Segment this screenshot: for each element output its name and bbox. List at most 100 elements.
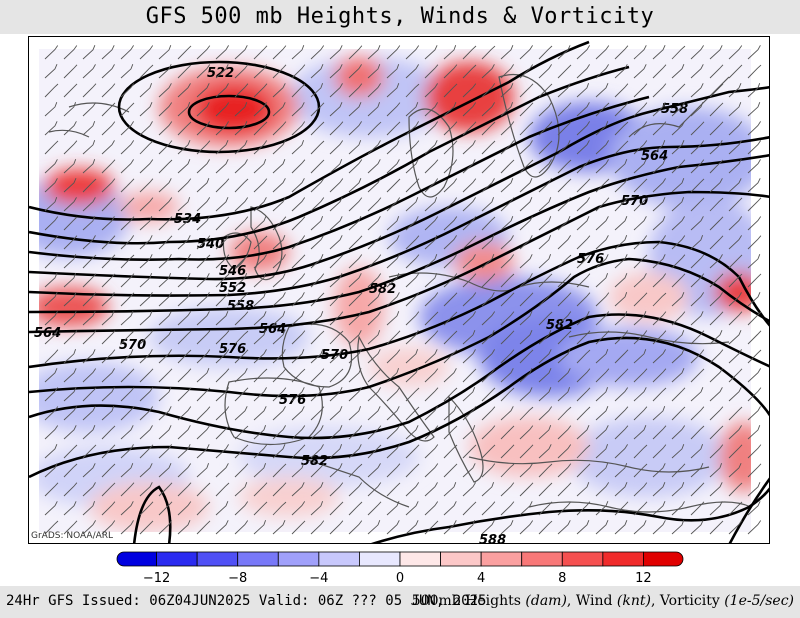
wind-barb [272,197,286,212]
wind-barb [310,254,324,269]
wind-barb [557,159,572,174]
wind-barb [291,64,306,79]
wind-barb [462,254,476,269]
wind-barb [196,330,211,345]
wind-barb [367,444,382,459]
wind-barb [310,178,325,193]
wind-barb [101,501,116,516]
wind-barb [329,254,344,269]
wind-barb [728,45,743,60]
wind-barb [671,330,685,345]
wind-barb [120,349,134,364]
wind-barb [215,444,229,459]
wind-barb [386,102,401,117]
wind-barb [443,254,457,269]
wind-barb [652,254,666,269]
wind-barb [557,387,571,402]
wind-barb [310,349,324,364]
wind-barb [215,330,230,345]
wind-barb [424,330,439,345]
wind-barb [158,425,172,440]
wind-barbs [44,45,762,535]
wind-barb [310,501,324,516]
wind-barb [728,482,743,497]
wind-barb [462,520,476,535]
wind-barb [63,368,77,383]
wind-barb [196,83,210,98]
wind-barb [158,273,172,288]
wind-barb [728,444,743,459]
wind-barb [728,520,743,535]
wind-barb [424,254,438,269]
wind-barb [671,311,686,326]
wind-barb [291,311,305,326]
wind-barb [158,311,172,326]
wind-barb [310,273,325,288]
wind-barb [139,254,153,269]
wind-barb [576,64,590,79]
wind-barb [728,140,742,155]
colorbar-tick-label: −8 [228,571,247,584]
wind-barb [405,216,419,231]
wind-barb [253,482,268,497]
wind-barb [158,368,173,383]
wind-barb [386,425,401,440]
wind-barb [557,102,572,117]
wind-barb [101,425,116,440]
wind-barb [405,140,420,155]
wind-barb [500,311,515,326]
wind-barb [671,273,686,288]
wind-barb [291,520,306,535]
colorbar-tick-label: 8 [558,571,566,584]
wind-barb [500,121,515,136]
wind-barb [462,273,477,288]
colorbar-cell [359,551,401,567]
wind-barb [82,45,96,60]
wind-barb [633,387,647,402]
wind-barb [424,216,439,231]
wind-barb [557,463,572,478]
wind-barb [367,235,382,250]
wind-barb [234,368,248,383]
wind-barb [538,64,552,79]
wind-barb [234,178,249,193]
wind-barb [310,387,324,402]
wind-barb [272,425,286,440]
vorticity-colorbar: −12 −8 −4 0 4 8 12 [0,548,800,586]
wind-barb [633,64,647,79]
wind-barb [310,463,325,478]
wind-barb [82,102,97,117]
wind-barb [329,235,343,250]
wind-barb [614,235,628,250]
wind-barb [196,387,211,402]
wind-barb [481,45,496,60]
wind-barb [177,501,192,516]
wind-barb [310,64,324,79]
wind-barb [557,197,571,212]
wind-barb [405,197,419,212]
wind-barb [728,406,743,421]
wind-barb [234,292,249,307]
wind-barb [82,216,96,231]
wind-barb [196,102,210,117]
wind-barb [519,406,534,421]
wind-barb [329,311,344,326]
wind-barb [633,83,648,98]
wind-barb [120,254,135,269]
wind-barb [690,216,704,231]
wind-barb [519,425,534,440]
wind-barb [519,273,533,288]
wind-barb [671,292,685,307]
wind-barb [728,501,743,516]
map-credit: GrADS: NOAA/ARL [31,531,114,541]
contour-label: 582 [546,318,573,333]
wind-barb [310,482,324,497]
wind-barb [443,330,458,345]
wind-barb [538,444,552,459]
wind-barb [177,102,191,117]
wind-barb [557,64,572,79]
wind-barb [728,311,743,326]
wind-barb [177,368,192,383]
wind-barb [386,235,400,250]
wind-barb [595,520,609,535]
